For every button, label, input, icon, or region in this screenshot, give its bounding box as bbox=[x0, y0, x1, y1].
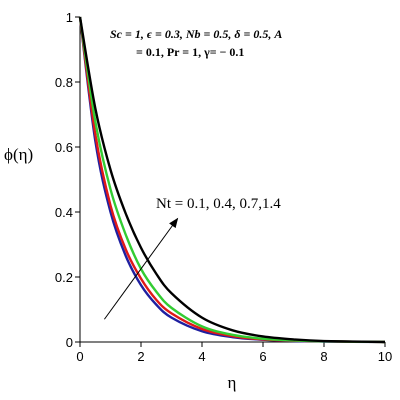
nt-arrow bbox=[103, 217, 179, 320]
y-tick-label: 1 bbox=[66, 10, 73, 25]
series-line-2 bbox=[78, 16, 386, 344]
x-ticks: 0 2 4 6 8 10 bbox=[76, 342, 392, 364]
params-annotation-line2: = 0.1, Pr = 1, γ= − 0.1 bbox=[136, 45, 244, 59]
y-tick-label: 0 bbox=[66, 335, 73, 350]
params-annotation-line1: Sc = 1, ϵ = 0.3, Nb = 0.5, δ = 0.5, A bbox=[110, 27, 282, 41]
x-tick-label: 2 bbox=[137, 349, 144, 364]
x-tick-label: 10 bbox=[378, 349, 392, 364]
y-tick-label: 0.8 bbox=[55, 75, 73, 90]
series-line-3 bbox=[78, 16, 386, 344]
x-axis-label: η bbox=[228, 373, 237, 392]
y-axis-label: ϕ(η) bbox=[4, 145, 33, 164]
series-line-4 bbox=[78, 16, 386, 344]
series-group bbox=[78, 16, 386, 344]
x-tick-label: 0 bbox=[76, 349, 83, 364]
y-tick-label: 0.6 bbox=[55, 140, 73, 155]
x-tick-label: 4 bbox=[198, 349, 205, 364]
nt-annotation: Nt = 0.1, 0.4, 0.7,1.4 bbox=[156, 196, 281, 212]
y-tick-label: 0.4 bbox=[55, 205, 73, 220]
series-line-1 bbox=[78, 16, 386, 344]
x-tick-label: 8 bbox=[320, 349, 327, 364]
y-ticks: 0 0.2 0.4 0.6 0.8 1 bbox=[55, 10, 80, 350]
x-tick-label: 6 bbox=[259, 349, 266, 364]
y-tick-label: 0.2 bbox=[55, 270, 73, 285]
